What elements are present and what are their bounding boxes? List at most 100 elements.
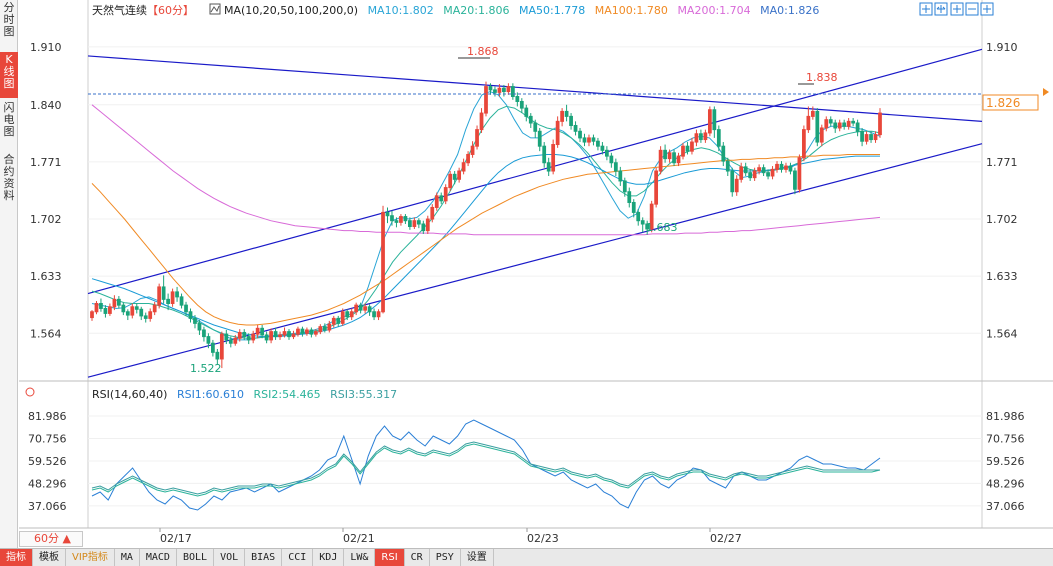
candle-body xyxy=(345,311,350,318)
candle-body xyxy=(819,127,824,143)
candle-body xyxy=(743,166,748,174)
candle-body xyxy=(596,140,600,147)
candle-body xyxy=(860,130,864,142)
candle-body xyxy=(416,220,421,225)
ma-toggle-icon[interactable] xyxy=(209,3,221,15)
candle-body xyxy=(725,160,730,172)
candle-body xyxy=(390,215,394,222)
candle-body xyxy=(170,291,175,304)
bottom-tab-7[interactable]: BIAS xyxy=(245,549,283,566)
candle-body xyxy=(237,331,242,339)
price-tick-left: 1.702 xyxy=(30,213,62,226)
bottom-tab-9[interactable]: KDJ xyxy=(313,549,345,566)
candle-body xyxy=(806,115,811,131)
candle-body xyxy=(757,167,761,172)
tab-kline[interactable]: K线图 xyxy=(0,52,18,98)
period-selector[interactable]: 60分 ▲ xyxy=(19,531,83,547)
candle-body xyxy=(775,163,779,170)
candle-body xyxy=(555,120,560,146)
grid-icon[interactable] xyxy=(980,2,994,16)
candle-body xyxy=(273,331,278,338)
candle-body xyxy=(166,298,170,304)
candle-body xyxy=(309,329,314,335)
bottom-tab-1[interactable]: 模板 xyxy=(33,549,66,566)
candle-body xyxy=(260,327,265,336)
candle-body xyxy=(658,149,663,172)
candle-body xyxy=(470,145,475,155)
annotation-low-1: 1.522 xyxy=(190,362,222,375)
chart-bg xyxy=(19,0,1053,548)
candle-body xyxy=(242,331,247,338)
bottom-tab-11[interactable]: RSI xyxy=(375,549,405,566)
candle-body xyxy=(148,311,153,319)
rsi-tick-right: 70.756 xyxy=(986,432,1025,445)
plus-icon[interactable] xyxy=(950,2,964,16)
candle-body xyxy=(318,326,323,333)
candle-body xyxy=(667,152,672,160)
candle-body xyxy=(734,178,739,193)
left-tab-bar: 分时图 K线图 闪电图 合约资料 xyxy=(0,0,18,548)
arrows-icon[interactable] xyxy=(934,2,948,16)
candle-body xyxy=(479,112,484,131)
price-tick-left: 1.840 xyxy=(30,99,62,112)
ma50-line xyxy=(91,154,880,338)
candle-body xyxy=(828,119,833,124)
candle-body xyxy=(672,152,676,164)
candle-body xyxy=(739,166,744,180)
candle-body xyxy=(184,304,188,313)
candle-body xyxy=(730,170,735,193)
bottom-tab-14[interactable]: 设置 xyxy=(461,549,494,566)
rsi-settings-icon[interactable] xyxy=(25,387,35,397)
candle-body xyxy=(130,306,135,316)
tab-timeshare[interactable]: 分时图 xyxy=(3,1,15,38)
candle-body xyxy=(573,124,578,132)
candle-body xyxy=(421,223,426,232)
candle-body xyxy=(716,129,721,147)
date-label: 02/17 xyxy=(160,532,192,545)
minus-icon[interactable] xyxy=(965,2,979,16)
candle-body xyxy=(466,153,470,164)
candle-body xyxy=(721,145,726,162)
candle-body xyxy=(703,132,708,141)
candle-body xyxy=(627,191,632,203)
bottom-tab-10[interactable]: LW& xyxy=(344,549,376,566)
chart-toolbar xyxy=(919,2,994,16)
candle-body xyxy=(690,141,694,152)
candle-body xyxy=(376,311,381,318)
bottom-tab-4[interactable]: MACD xyxy=(140,549,177,566)
date-label: 02/23 xyxy=(527,532,559,545)
candle-body xyxy=(488,86,493,91)
candle-body xyxy=(600,145,605,151)
candle-body xyxy=(869,134,873,141)
indicator-tab-bar: 指标 模板 VIP指标 MA MACD BOLL VOL BIAS CCI KDJ LW& RSI CR… xyxy=(0,548,1053,566)
bottom-tab-5[interactable]: BOLL xyxy=(177,549,215,566)
bottom-tab-12[interactable]: CR xyxy=(405,549,430,566)
candle-body xyxy=(842,122,847,127)
tab-flash[interactable]: 闪电图 xyxy=(3,101,15,138)
candle-body xyxy=(784,165,788,170)
candle-body xyxy=(685,145,690,152)
price-tick-left: 1.910 xyxy=(30,41,62,54)
bottom-tab-8[interactable]: CCI xyxy=(282,549,314,566)
candle-body xyxy=(837,122,842,129)
candle-body xyxy=(510,86,515,98)
chart-title: 天然气连续【60分】 xyxy=(92,3,194,17)
bottom-tab-0[interactable]: 指标 xyxy=(0,549,33,566)
expand-icon[interactable] xyxy=(919,2,933,16)
candle-body xyxy=(752,170,757,179)
candle-body xyxy=(143,315,148,319)
bottom-tab-3[interactable]: MA xyxy=(115,549,140,566)
candle-body xyxy=(770,168,775,177)
bottom-tab-6[interactable]: VOL xyxy=(214,549,246,566)
tab-contract-info[interactable]: 合约资料 xyxy=(3,153,15,202)
bottom-tab-2[interactable]: VIP指标 xyxy=(66,549,115,566)
candle-body xyxy=(493,89,497,93)
candle-body xyxy=(663,149,667,160)
bottom-tab-13[interactable]: PSY xyxy=(430,549,461,566)
rsi-axis-ticks: 81.986 81.986 70.756 70.756 59.526 59.526 48.2… xyxy=(28,410,1025,513)
chart-area[interactable]: 1.9101.9101.8401.8401.7711.7711.7021.702… xyxy=(0,0,1053,548)
candle-body xyxy=(233,337,238,344)
price-tick-right: 1.771 xyxy=(986,156,1018,169)
candle-body xyxy=(197,322,202,331)
candle-body xyxy=(354,304,359,313)
